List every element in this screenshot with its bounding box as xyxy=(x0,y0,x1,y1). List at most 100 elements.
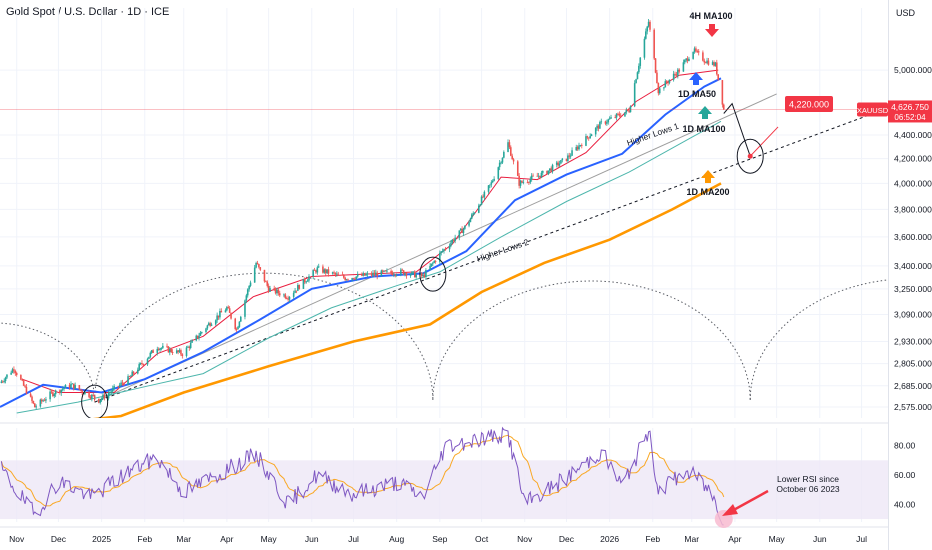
candle-body xyxy=(226,307,228,311)
candle-body xyxy=(334,273,337,275)
candle-body xyxy=(716,62,718,75)
candle-body xyxy=(248,285,250,290)
symbol-tag-label: XAUUSD xyxy=(857,106,889,115)
candle-body xyxy=(239,316,242,322)
candle-body xyxy=(4,377,7,382)
candle-body xyxy=(678,69,681,72)
candle-body xyxy=(497,167,500,179)
candle-body xyxy=(42,400,44,402)
candle-body xyxy=(220,311,223,313)
candle-body xyxy=(167,346,170,353)
candle-body xyxy=(276,289,278,294)
candle-body xyxy=(614,117,616,118)
candle-body xyxy=(537,175,540,177)
candle-body xyxy=(664,81,667,88)
candle-body xyxy=(171,351,174,354)
candle-body xyxy=(13,369,15,371)
candle-body xyxy=(578,145,580,150)
candle-body xyxy=(333,272,335,274)
candle-body xyxy=(136,369,139,374)
candle-body xyxy=(354,278,356,280)
candle-body xyxy=(402,270,405,275)
candle-body xyxy=(580,145,583,146)
candle-body xyxy=(127,376,129,385)
candle-body xyxy=(693,48,696,52)
candle-body xyxy=(284,294,287,299)
candle-body xyxy=(70,383,72,388)
candle-body xyxy=(405,273,408,276)
label-1d-ma100: 1D MA100 xyxy=(682,124,725,134)
candle-body xyxy=(228,308,231,313)
candle-body xyxy=(688,58,690,61)
candle-body xyxy=(344,277,346,281)
candle-body xyxy=(219,311,221,318)
candle-body xyxy=(536,175,539,177)
candle-body xyxy=(39,399,42,407)
candle-body xyxy=(551,164,554,172)
candle-body xyxy=(628,110,630,113)
candle-body xyxy=(413,271,416,278)
x-tick-label: Jun xyxy=(813,534,827,544)
candle-body xyxy=(604,121,607,124)
candle-body xyxy=(117,386,120,387)
candle-body xyxy=(550,168,552,172)
candle-body xyxy=(3,381,5,382)
candle-body xyxy=(43,400,46,402)
x-tick-label: Feb xyxy=(137,534,152,544)
candle-body xyxy=(216,315,218,321)
candle-body xyxy=(160,347,163,349)
candle-body xyxy=(217,315,220,318)
candle-body xyxy=(269,288,271,292)
candle-body xyxy=(443,249,445,252)
x-tick-label: May xyxy=(261,534,278,544)
arrow-1d-ma200 xyxy=(701,170,715,183)
candle-body xyxy=(64,384,67,389)
candle-body xyxy=(244,300,246,317)
candle-body xyxy=(238,321,241,327)
candle-body xyxy=(587,137,590,139)
ma-line xyxy=(22,69,719,393)
candle-body xyxy=(596,125,598,128)
candle-body xyxy=(148,356,150,359)
candle-body xyxy=(391,272,394,276)
candle-body xyxy=(696,51,699,52)
candle-body xyxy=(458,230,461,238)
candle-body xyxy=(317,266,320,268)
rsi-tick-label: 40.00 xyxy=(894,499,916,509)
candle-body xyxy=(128,376,131,378)
candle-body xyxy=(63,388,65,389)
candle-body xyxy=(312,270,314,277)
candle-body xyxy=(374,272,377,275)
candle-body xyxy=(199,332,202,336)
projection-path xyxy=(723,102,751,157)
candle-body xyxy=(169,348,171,353)
candle-body xyxy=(546,171,548,175)
candle-body xyxy=(508,142,511,148)
candle-body xyxy=(139,363,142,365)
candle-body xyxy=(166,345,168,347)
candle-body xyxy=(703,60,706,63)
candle-body xyxy=(181,354,184,357)
chart-title: Gold Spot / U.S. Dollar · 1D · ICE xyxy=(6,6,169,18)
price-axis-panel[interactable] xyxy=(888,0,932,550)
candle-body xyxy=(337,273,340,275)
candle-body xyxy=(638,65,640,73)
candle-body xyxy=(196,335,199,339)
projection-rebound xyxy=(749,126,779,157)
candle-body xyxy=(110,391,113,393)
candle-body xyxy=(33,403,36,408)
candle-body xyxy=(639,57,642,66)
candle-body xyxy=(677,69,679,76)
candle-body xyxy=(79,389,82,391)
interval: 1D xyxy=(127,6,142,18)
candle-body xyxy=(489,184,491,186)
candle-body xyxy=(451,239,454,243)
candle-body xyxy=(234,318,237,330)
title-separator: · xyxy=(120,6,125,18)
candle-body xyxy=(210,324,213,326)
candle-body xyxy=(157,348,160,350)
candle-body xyxy=(626,109,629,111)
candle-body xyxy=(633,83,636,107)
candle-body xyxy=(295,290,298,292)
